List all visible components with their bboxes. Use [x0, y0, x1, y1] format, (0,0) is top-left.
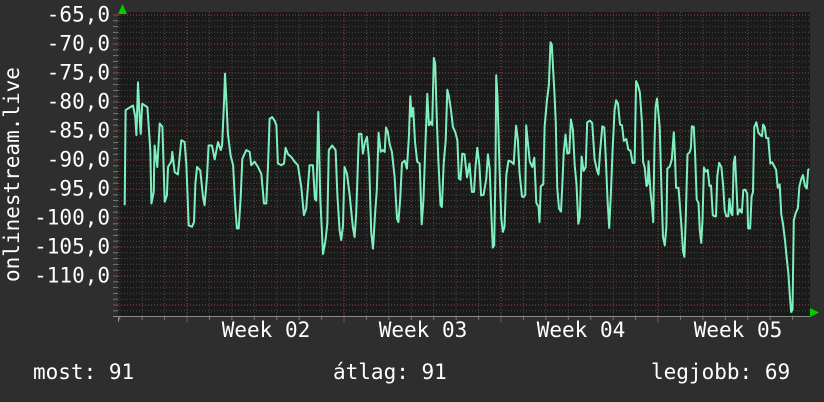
y-tick-label: -75,0 — [46, 60, 110, 85]
y-tick-label: -105,0 — [34, 234, 110, 259]
y-tick-label: -95,0 — [46, 176, 110, 201]
y-tick-label: -80,0 — [46, 89, 110, 114]
stat-legjobb: legjobb: 69 — [651, 362, 790, 383]
x-tick-label-week-02: Week 02 — [221, 318, 311, 342]
x-tick-label-week-04: Week 04 — [536, 318, 626, 342]
stat-legjobb-label: legjobb: — [651, 360, 753, 384]
y-tick-label: -90,0 — [46, 147, 110, 172]
y-tick-label: -100,0 — [34, 205, 110, 230]
stat-most-value: 91 — [108, 360, 135, 384]
stat-most-label: most: — [33, 360, 97, 384]
y-tick-label: -85,0 — [46, 118, 110, 143]
stat-most: most: 91 — [33, 362, 134, 383]
x-tick-label-week-03: Week 03 — [378, 318, 468, 342]
stat-atlag: átlag: 91 — [333, 362, 447, 383]
y-axis-arrow-icon — [118, 4, 127, 14]
x-axis-arrow-icon — [810, 308, 819, 317]
y-tick-label: -110,0 — [34, 263, 110, 288]
y-tick-label: -65,0 — [46, 2, 110, 27]
stat-atlag-value: 91 — [421, 360, 447, 384]
stat-atlag-label: átlag: — [333, 360, 409, 384]
stat-legjobb-value: 69 — [764, 360, 791, 384]
x-tick-label-week-05: Week 05 — [693, 318, 783, 342]
y-tick-label: -70,0 — [46, 31, 110, 56]
